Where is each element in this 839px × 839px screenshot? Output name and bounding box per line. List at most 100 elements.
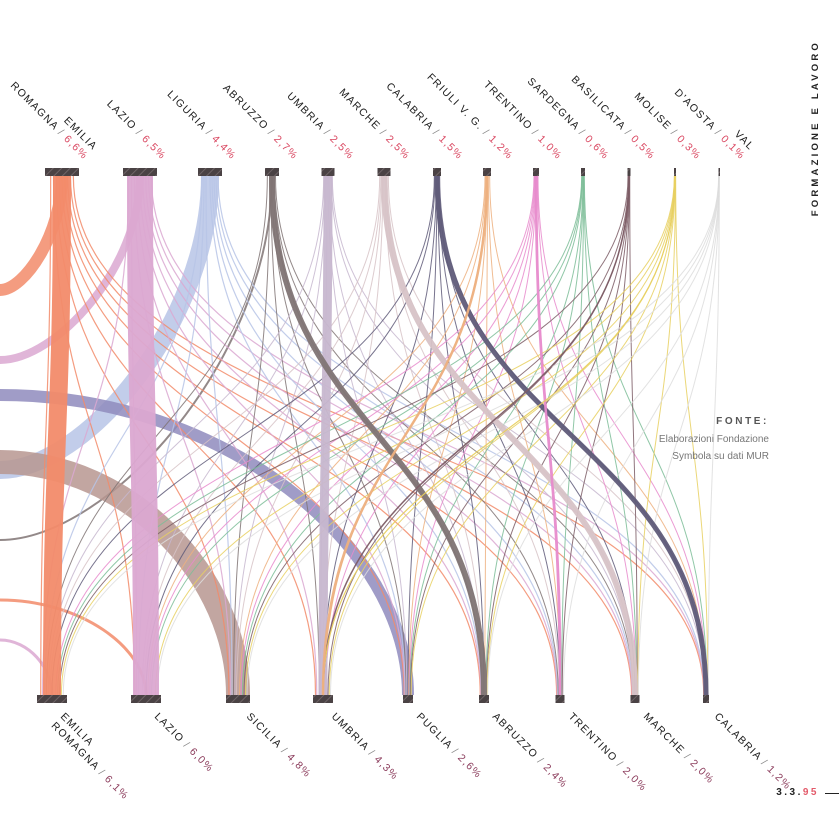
- flow-thin: [271, 175, 407, 696]
- flow-thin: [51, 175, 435, 696]
- bottom-node-bar: [403, 695, 413, 703]
- flow-thin: [234, 175, 327, 696]
- bottom-node-bar: [37, 695, 67, 703]
- flow-thin: [40, 175, 52, 696]
- flow-thin: [489, 175, 707, 696]
- flow-thin: [213, 175, 559, 696]
- flow-thin: [675, 175, 709, 696]
- flow-thin: [55, 175, 535, 696]
- flow-thin: [384, 175, 484, 696]
- source-line: Symbola su dati MUR: [672, 451, 769, 462]
- flow-thin: [59, 175, 629, 696]
- flow-thin: [142, 175, 482, 696]
- top-node-bar: [581, 168, 585, 176]
- flow-thin: [150, 175, 705, 696]
- flow-thin: [486, 175, 676, 696]
- flow-thin: [209, 175, 407, 696]
- flow-thin: [408, 175, 488, 696]
- flow-thin: [561, 175, 630, 696]
- bottom-node-bar: [703, 695, 709, 703]
- flow-thin: [205, 175, 233, 696]
- node-label-text: LAZIO / 6,5%: [104, 98, 168, 162]
- flow-thin: [246, 175, 720, 696]
- node-name: MARCHE: [337, 86, 383, 132]
- flow-thin: [537, 175, 637, 696]
- flow-thin: [139, 175, 406, 696]
- flow-thin: [410, 175, 630, 696]
- node-name: D'AOSTA: [672, 87, 718, 133]
- node-label-text: ROMAGNA / 6,6%: [8, 80, 90, 162]
- flow-thin: [211, 175, 483, 696]
- node-value: 6,1%: [102, 773, 131, 802]
- bottom-node-bar: [479, 695, 489, 703]
- top-node-bar: [533, 168, 539, 176]
- flow-thin: [49, 175, 381, 696]
- flow-thin: [331, 175, 706, 696]
- page-number: 3.3.95: [776, 787, 819, 798]
- flow-thin: [60, 175, 675, 696]
- flow-thin: [215, 175, 634, 696]
- node-value: 2,0%: [620, 765, 649, 794]
- flow-thin: [637, 175, 676, 696]
- bottom-node-bar: [630, 695, 640, 703]
- top-node-bar: [718, 168, 720, 176]
- flow-thin: [707, 175, 720, 696]
- flow-thin: [486, 175, 630, 696]
- node-value: 2,4%: [541, 762, 570, 791]
- node-value: 0,5%: [628, 133, 657, 162]
- flow-thin: [243, 175, 629, 696]
- flow-thin: [273, 175, 559, 696]
- node-name: TRENTINO: [566, 711, 620, 765]
- flow-thin: [57, 175, 583, 696]
- node-label: BASILICATA / 0,5%: [569, 73, 658, 162]
- flow-thin: [145, 175, 558, 696]
- top-node-bar: [627, 168, 631, 176]
- top-node-bar: [433, 168, 441, 176]
- flow-thin: [147, 175, 486, 696]
- node-label: TRENTINO / 2,0%: [566, 711, 649, 794]
- bottom-node-bar: [131, 695, 161, 703]
- flow-thin: [583, 175, 708, 696]
- flow-thin: [410, 175, 676, 696]
- node-label-text: SICILIA / 4,8%: [244, 711, 314, 781]
- source-line: Elaborazioni Fondazione: [658, 434, 769, 445]
- flow-thin: [58, 175, 317, 696]
- flow-main: [321, 175, 489, 696]
- flow-thin: [62, 175, 720, 696]
- flow-thin: [408, 175, 537, 696]
- node-name: TRENTINO: [481, 79, 535, 133]
- node-value: 1,2%: [486, 133, 515, 162]
- flow-thin: [149, 175, 535, 696]
- flow-thin: [154, 175, 675, 696]
- flow-thin: [485, 175, 584, 696]
- node-label-text: ABRUZZO / 2,4%: [490, 711, 570, 791]
- top-node-bar: [265, 168, 279, 176]
- flow-main: [318, 175, 333, 696]
- node-value: 1,0%: [535, 133, 564, 162]
- top-node-bar: [45, 168, 79, 176]
- node-label-text: TRENTINO / 2,0%: [566, 711, 649, 794]
- source-title: FONTE:: [716, 416, 769, 427]
- node-label-text: PUGLIA / 2,6%: [414, 711, 484, 781]
- flow-thin: [325, 175, 536, 696]
- node-label: MARCHE / 2,0%: [641, 711, 717, 787]
- node-value: 0,3%: [674, 133, 703, 162]
- flow-thin: [242, 175, 583, 696]
- source-block: FONTE: Elaborazioni Fondazione Symbola s…: [549, 416, 769, 465]
- node-name: SICILIA: [244, 711, 284, 751]
- node-label-text: MARCHE / 2,0%: [641, 711, 717, 787]
- node-label-text: CALABRIA / 1,2%: [712, 711, 794, 793]
- node-label: UMBRIA / 4,3%: [329, 711, 401, 783]
- flow-thin: [236, 175, 383, 696]
- flow-thin: [637, 175, 720, 696]
- node-name: MOLISE: [632, 91, 674, 133]
- node-name: ABRUZZO: [220, 82, 270, 132]
- flow-thin: [487, 175, 720, 696]
- node-label: SARDEGNA / 0,6%: [525, 75, 612, 162]
- flow-main: [127, 175, 159, 696]
- node-value: 0,6%: [582, 133, 611, 162]
- flow-main: [381, 175, 638, 696]
